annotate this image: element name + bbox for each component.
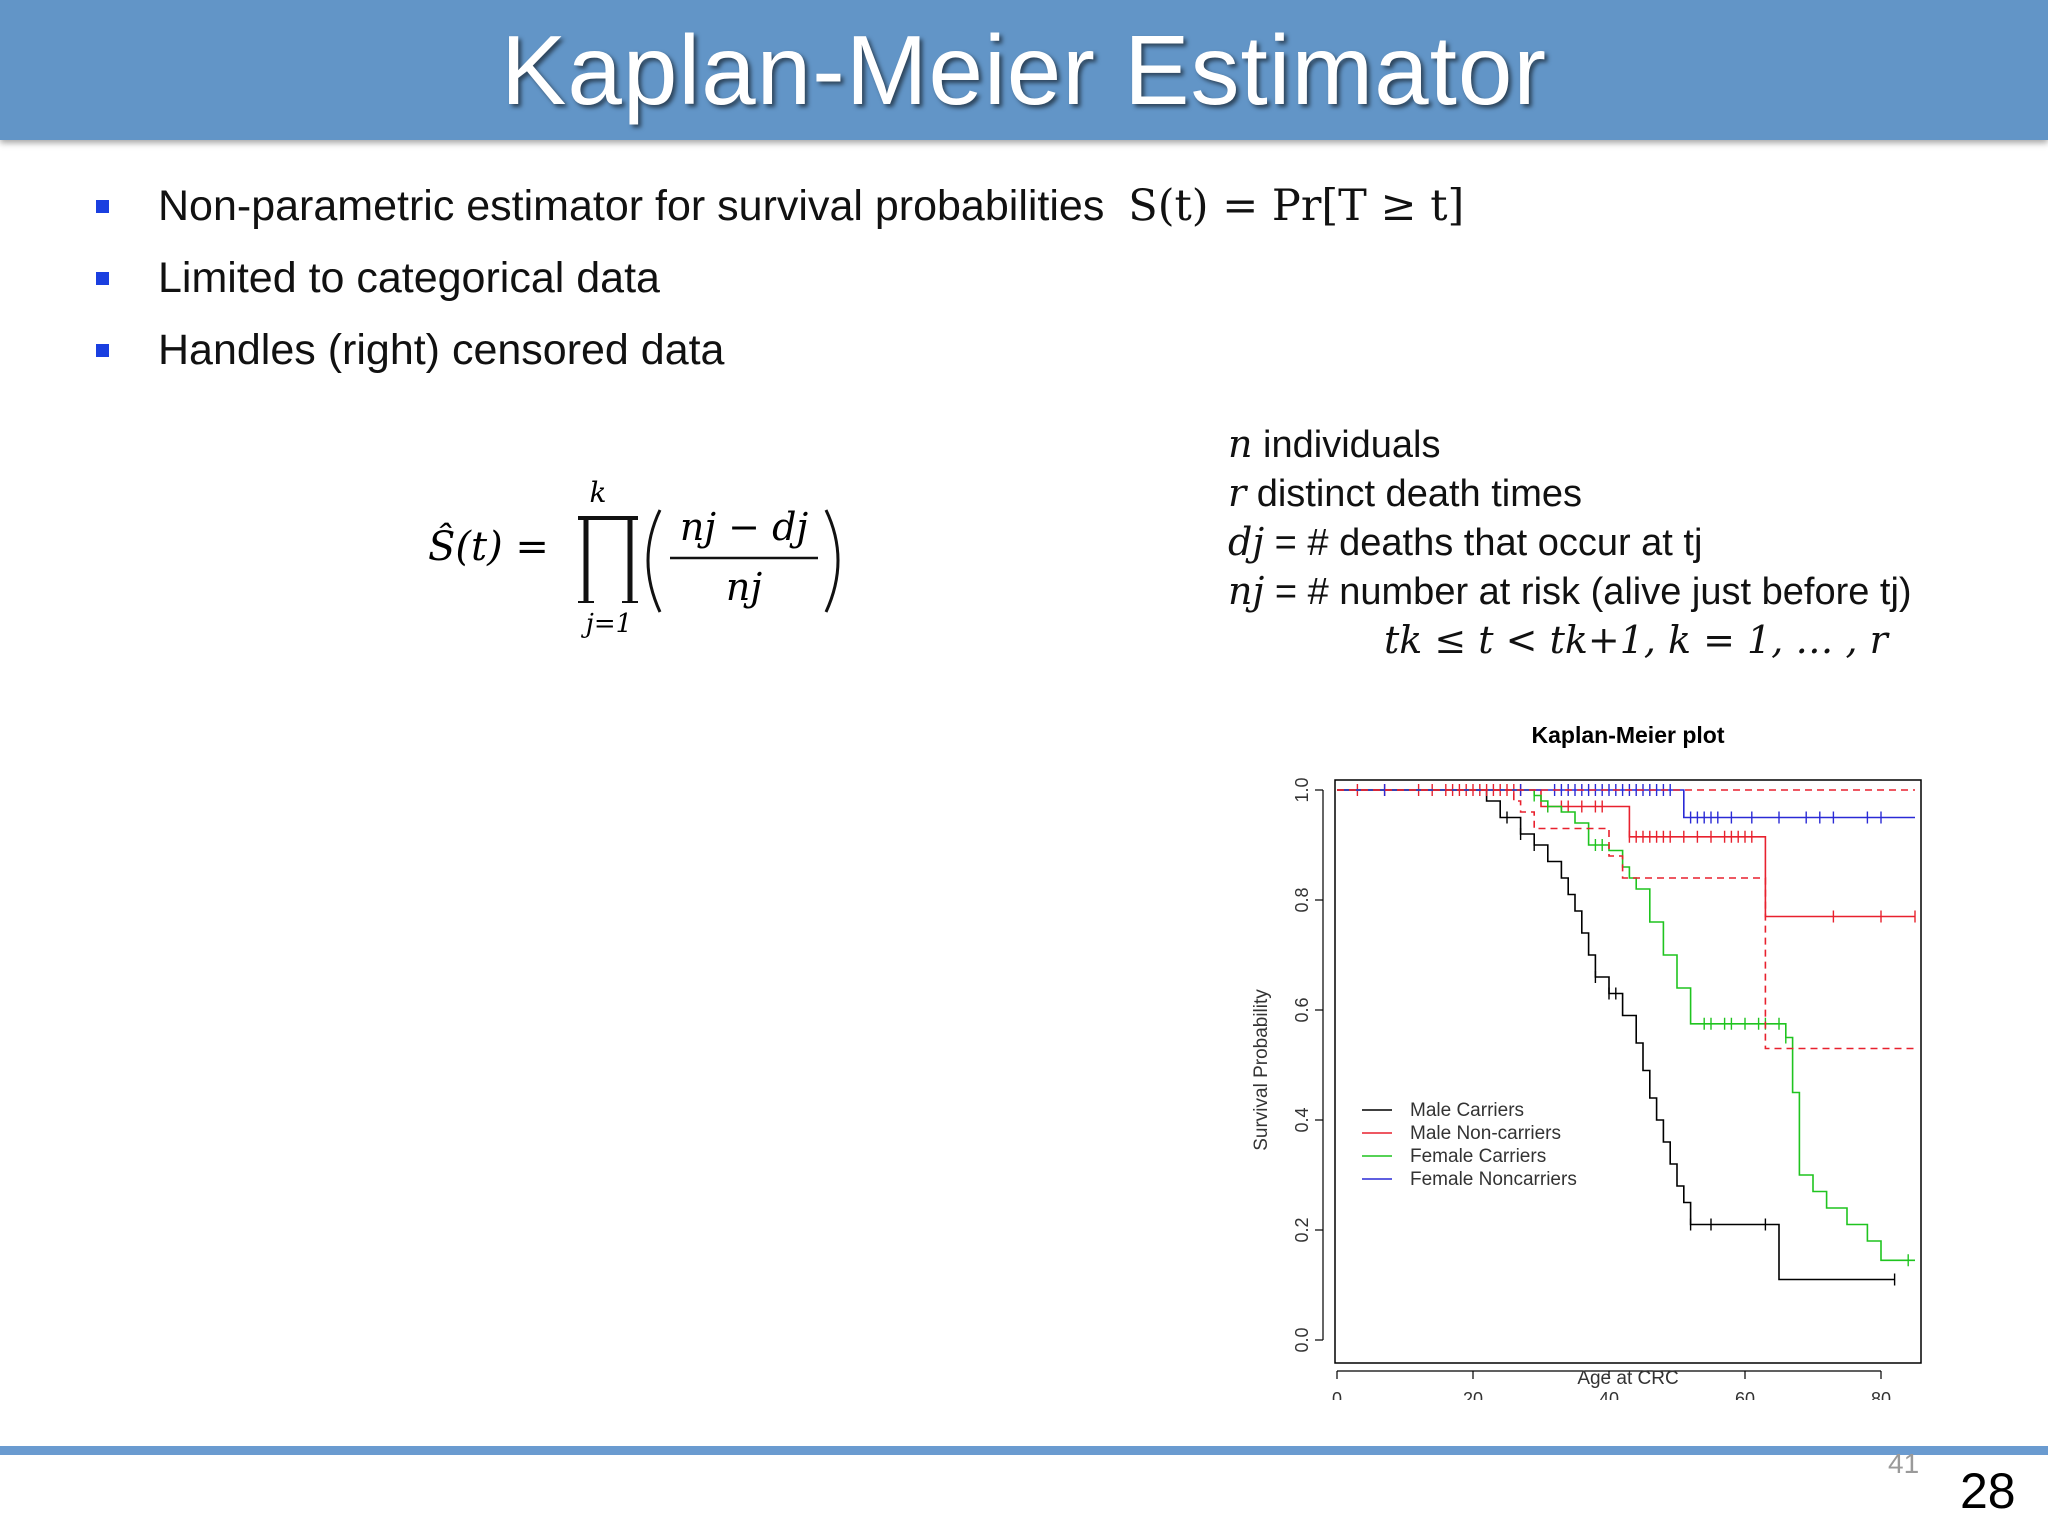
x-tick-label: 80 [1871,1389,1891,1400]
formula-upper-limit: k [590,476,607,509]
bullet-text: Non-parametric estimator for survival pr… [158,182,1105,230]
definition-row: n individuals [1228,420,1912,469]
km-plot: Kaplan-Meier plot 0.0 0.2 0.4 0.6 0.8 1.0 0 20… [1251,722,1922,1400]
definition-row: nj = # number at risk (alive just before… [1228,567,1912,616]
bullet-list: Non-parametric estimator for survival pr… [96,176,1464,392]
survival-curve [1337,789,1915,1262]
interval-inequality: tk ≤ t < tk+1, k = 1, … , r [1384,618,1888,662]
formula-numerator: nj − dj [680,505,809,549]
bullet-item: Limited to categorical data [96,248,1464,320]
km-formula: Ŝ(t) = k j=1 nj − dj nj [428,476,840,639]
right-paren [824,509,840,613]
x-tick-label: 60 [1735,1389,1755,1400]
product-symbol [578,516,638,603]
confidence-band-line [1337,789,1915,1050]
y-axis-label: Survival Probability [1251,989,1272,1151]
formula-lower-limit: j=1 [581,609,632,639]
legend-label: Male Non-carriers [1410,1123,1561,1144]
y-tick-label: 0.2 [1292,1217,1312,1242]
x-tick-label: 0 [1332,1389,1342,1400]
page-number: 28 [1960,1463,2016,1519]
bullet-item: Handles (right) censored data [96,320,1464,392]
bullet-square-icon [96,344,109,357]
bullet-item: Non-parametric estimator for survival pr… [96,176,1464,248]
survival-curve [1337,789,1895,1281]
y-tick-label: 0.4 [1292,1107,1312,1132]
series-layer [1337,784,1916,1286]
definition-text: individuals [1252,424,1441,466]
definition-var: r [1228,471,1247,515]
left-paren [646,509,662,613]
formula-lhs: Ŝ(t) = [428,523,549,570]
slide-title: Kaplan-Meier Estimator [501,15,1547,125]
bullet-text: Limited to categorical data [158,254,660,302]
chart-title: Kaplan-Meier plot [1532,722,1725,748]
y-tick-label: 0.6 [1292,997,1312,1022]
title-bar: Kaplan-Meier Estimator [0,0,2048,140]
formula-denominator: nj [726,565,762,609]
x-tick-label: 40 [1599,1389,1619,1400]
definition-row: r distinct death times [1228,469,1912,518]
x-axis: 0 20 40 60 80 [1332,1370,1891,1400]
definition-row: dj = # deaths that occur at tj [1228,518,1912,567]
bullet-square-icon [96,272,109,285]
bullet-square-icon [96,200,109,213]
bullet-text: Handles (right) censored data [158,326,725,374]
y-tick-label: 0.0 [1292,1327,1312,1352]
plot-frame [1334,779,1922,1364]
legend-label: Female Carriers [1410,1146,1546,1167]
y-tick-label: 0.8 [1292,887,1312,912]
y-tick-label: 1.0 [1292,777,1312,802]
definition-var: dj [1228,520,1265,564]
x-axis-label: Age at CRC [1577,1368,1678,1389]
legend-label: Male Carriers [1410,1100,1524,1121]
survival-curve [1337,789,1915,819]
definition-var: n [1228,422,1253,466]
legend-label: Female Noncarriers [1410,1169,1577,1190]
definition-text: = # number at risk (alive just before tj… [1264,571,1912,613]
definition-text: distinct death times [1246,473,1582,515]
bullet-math: S(t) = Pr[T ≥ t] [1128,181,1465,231]
definition-text: = # deaths that occur at tj [1264,522,1703,564]
footer-rule [0,1446,2048,1455]
definition-var: nj [1228,569,1265,613]
definitions: n individuals r distinct death times dj … [1228,420,1912,664]
page-number-original: 41 [1888,1448,1920,1479]
survival-curve [1337,789,1915,918]
y-axis: 0.0 0.2 0.4 0.6 0.8 1.0 [1292,777,1324,1353]
x-tick-label: 20 [1463,1389,1483,1400]
